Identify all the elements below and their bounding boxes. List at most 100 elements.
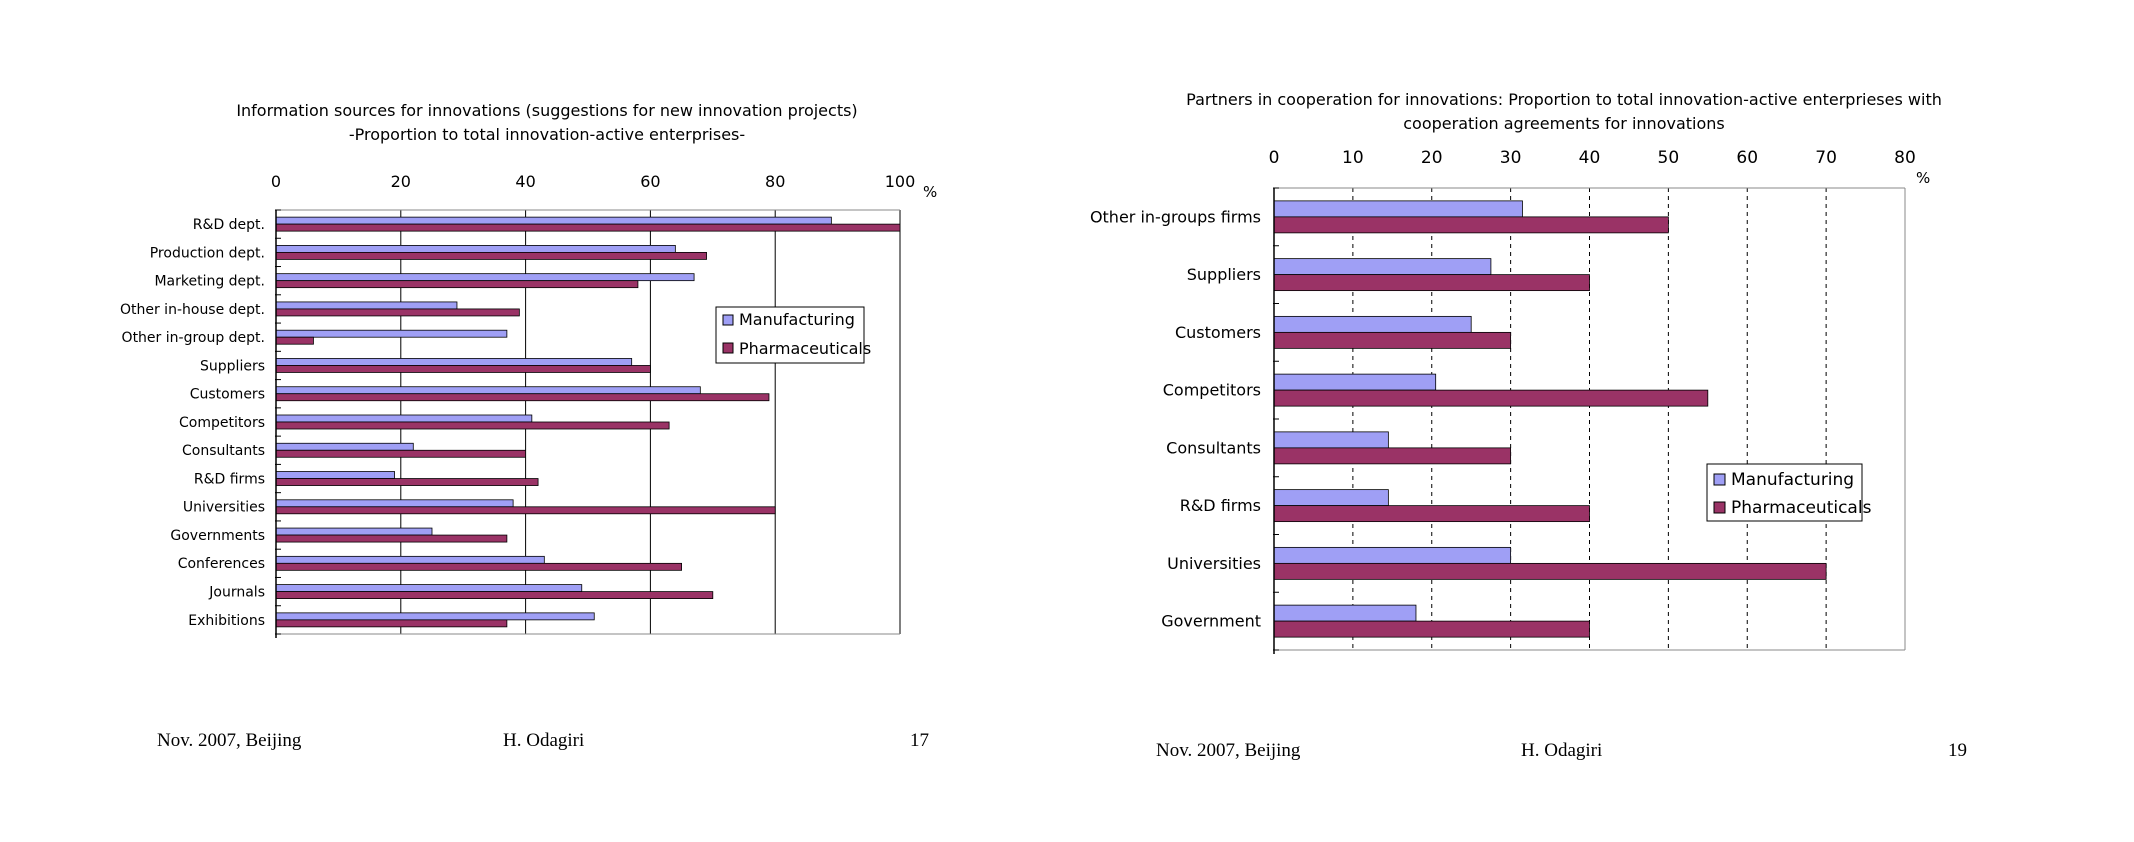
bar-pharmaceuticals-universities — [1273, 562, 1827, 580]
chart-1-title: Information sources for innovations (sug… — [236, 101, 857, 120]
category-label: R&D dept. — [193, 217, 265, 233]
bar-manufacturing-consultants — [1273, 431, 1389, 449]
legend-box — [1706, 463, 1863, 522]
category-label: Marketing dept. — [154, 274, 265, 290]
category-label: Government — [1161, 612, 1261, 631]
bar-manufacturing-r-d-dept — [275, 216, 832, 225]
footer-author-1: H. Odagiri — [503, 730, 585, 751]
category-label: Competitors — [1163, 381, 1261, 400]
category-label: Other in-groups firms — [1090, 207, 1261, 226]
legend-label-pharmaceuticals: Pharmaceuticals — [739, 339, 871, 358]
x-tick-label: 50 — [1658, 148, 1680, 168]
bar-manufacturing-journals — [275, 584, 583, 592]
bar-manufacturing-suppliers — [1273, 258, 1492, 276]
chart-2-title: Partners in cooperation for innovations:… — [1186, 90, 1942, 109]
category-label: Consultants — [182, 443, 265, 459]
bar-manufacturing-customers — [275, 386, 701, 395]
bar-pharmaceuticals-customers — [1273, 331, 1512, 349]
category-label: Customers — [1175, 323, 1261, 342]
legend-swatch-manufacturing — [722, 314, 734, 326]
bar-manufacturing-consultants — [275, 442, 414, 451]
category-label: Competitors — [179, 415, 265, 431]
bar-manufacturing-government — [1273, 604, 1417, 622]
bar-pharmaceuticals-government — [1273, 620, 1590, 638]
bar-pharmaceuticals-suppliers — [275, 365, 651, 373]
bar-manufacturing-r-d-firms — [1273, 489, 1389, 507]
bar-manufacturing-governments — [275, 527, 433, 536]
chart-1-tick-labels: 0 20 40 60 80 100 — [271, 172, 915, 191]
legend-swatch-manufacturing — [1713, 473, 1726, 486]
legend-label-manufacturing: Manufacturing — [739, 310, 855, 329]
chart-2-axes — [1273, 187, 1905, 654]
bar-pharmaceuticals-customers — [275, 393, 770, 402]
legend-swatch-pharmaceuticals — [1713, 501, 1726, 514]
category-label: Suppliers — [200, 358, 265, 374]
x-tick-label: 80 — [765, 172, 785, 191]
bar-pharmaceuticals-marketing-dept — [275, 280, 639, 289]
legend-swatch-pharmaceuticals — [722, 342, 734, 354]
category-label: Other in-house dept. — [120, 302, 265, 318]
chart-2-unit-label: % — [1916, 169, 1930, 187]
bar-manufacturing-universities — [1273, 546, 1512, 564]
bar-manufacturing-competitors — [275, 414, 533, 423]
x-tick-label: 100 — [885, 172, 916, 191]
category-label: Exhibitions — [188, 613, 265, 629]
bar-pharmaceuticals-r-d-firms — [1273, 505, 1590, 523]
chart-2-legend: Manufacturing Pharmaceuticals — [1706, 463, 1872, 522]
legend-label-pharmaceuticals: Pharmaceuticals — [1731, 498, 1872, 518]
bar-manufacturing-r-d-firms — [275, 471, 395, 479]
footer-page-number-1: 17 — [910, 730, 929, 751]
bar-manufacturing-other-in-groups-firms — [1273, 200, 1523, 218]
bar-manufacturing-suppliers — [275, 358, 633, 366]
bar-pharmaceuticals-production-dept — [275, 251, 707, 260]
x-tick-label: 70 — [1815, 148, 1837, 168]
category-label: Journals — [208, 585, 265, 601]
x-tick-label: 40 — [515, 172, 535, 191]
bar-manufacturing-conferences — [275, 555, 545, 564]
bar-manufacturing-other-in-group-dept — [275, 329, 508, 338]
category-label: R&D firms — [1180, 496, 1261, 515]
bar-pharmaceuticals-governments — [275, 534, 508, 543]
x-tick-label: 40 — [1579, 148, 1601, 168]
bar-pharmaceuticals-other-in-groups-firms — [1273, 216, 1669, 234]
bar-pharmaceuticals-suppliers — [1273, 274, 1590, 292]
bar-manufacturing-other-in-house-dept — [275, 301, 458, 310]
bar-manufacturing-marketing-dept — [275, 273, 695, 282]
chart-2-subtitle: cooperation agreements for innovations — [1403, 114, 1725, 133]
x-tick-label: 0 — [271, 172, 281, 191]
bar-manufacturing-exhibitions — [275, 612, 595, 621]
bar-pharmaceuticals-conferences — [275, 562, 683, 571]
x-tick-label: 60 — [640, 172, 660, 191]
bar-manufacturing-universities — [275, 499, 514, 508]
chart-2-gridlines — [1352, 188, 1906, 650]
bar-pharmaceuticals-consultants — [275, 449, 527, 458]
footer-page-number-2: 19 — [1948, 740, 1967, 761]
bar-pharmaceuticals-r-d-dept — [275, 223, 901, 232]
bar-pharmaceuticals-other-in-house-dept — [275, 308, 520, 317]
category-label: Conferences — [178, 556, 265, 572]
category-label: Customers — [190, 387, 265, 403]
x-tick-label: 80 — [1894, 148, 1916, 168]
bar-pharmaceuticals-r-d-firms — [275, 478, 539, 486]
bar-manufacturing-production-dept — [275, 244, 676, 253]
category-label: Other in-group dept. — [122, 330, 265, 346]
category-label: R&D firms — [194, 471, 265, 487]
footer-date-1: Nov. 2007, Beijing — [157, 730, 302, 751]
category-label: Universities — [1167, 554, 1261, 573]
x-tick-label: 20 — [391, 172, 411, 191]
footer-author-2: H. Odagiri — [1521, 740, 1603, 761]
chart-1-axes — [275, 209, 900, 638]
bar-manufacturing-competitors — [1273, 373, 1437, 391]
chart-2-bars — [1273, 200, 1827, 638]
chart-1: Information sources for innovations (sug… — [120, 101, 937, 638]
category-label: Production dept. — [150, 245, 265, 261]
category-label: Suppliers — [1187, 265, 1261, 284]
chart-1-unit-label: % — [923, 183, 937, 201]
bar-pharmaceuticals-competitors — [1273, 389, 1709, 407]
bar-pharmaceuticals-competitors — [275, 421, 670, 430]
bar-pharmaceuticals-exhibitions — [275, 619, 508, 628]
chart-1-legend: Manufacturing Pharmaceuticals — [715, 306, 871, 364]
chart-2-tick-labels: 0 10 20 30 40 50 60 70 80 — [1269, 148, 1916, 168]
x-tick-label: 10 — [1342, 148, 1364, 168]
